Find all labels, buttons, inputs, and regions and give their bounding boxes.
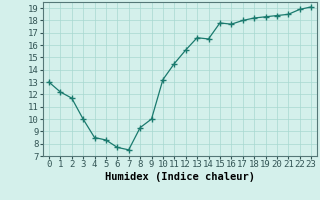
X-axis label: Humidex (Indice chaleur): Humidex (Indice chaleur) (105, 172, 255, 182)
